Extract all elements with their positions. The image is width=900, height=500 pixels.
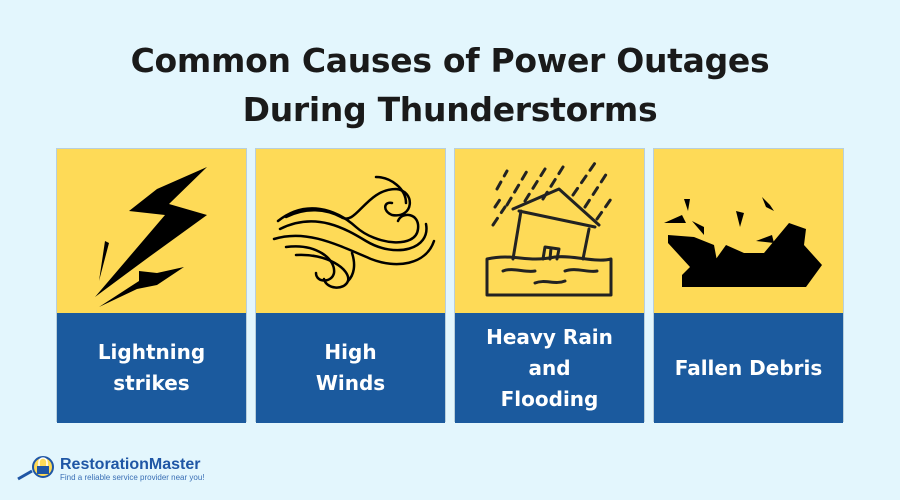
- card-label: Fallen Debris: [654, 313, 843, 423]
- lightning-icon: [95, 167, 207, 307]
- title-line-2: During Thunderstorms: [242, 90, 658, 129]
- page-title: Common Causes of Power Outages During Thu…: [0, 36, 900, 134]
- card-lightning: Lightning strikes: [56, 148, 247, 423]
- magnifier-lock-icon: [17, 456, 54, 481]
- restorationmaster-logo: RestorationMaster Find a reliable servic…: [16, 455, 205, 483]
- card-label: Lightning strikes: [57, 313, 246, 423]
- card-fallen-debris: Fallen Debris: [653, 148, 844, 423]
- card-heavy-rain-flooding: Heavy Rain and Flooding: [454, 148, 645, 423]
- debris-icon: [664, 197, 822, 287]
- title-line-1: Common Causes of Power Outages: [130, 41, 770, 80]
- card-high-winds: High Winds: [255, 148, 446, 423]
- card-label: High Winds: [256, 313, 445, 423]
- logo-tagline: Find a reliable service provider near yo…: [60, 473, 205, 482]
- wind-icon: [272, 175, 436, 289]
- card-label: Heavy Rain and Flooding: [455, 313, 644, 423]
- flooded-house-icon: [485, 161, 613, 297]
- logo-name: RestorationMaster: [60, 456, 201, 473]
